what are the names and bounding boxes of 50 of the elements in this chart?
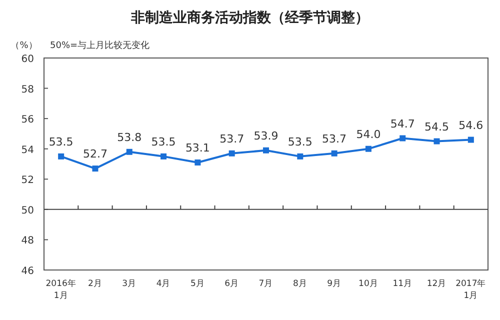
data-label: 53.7 [220, 132, 244, 146]
point [92, 166, 98, 172]
point [160, 153, 167, 160]
x-tick-label: 4月 [156, 279, 171, 289]
point [331, 150, 338, 156]
x-tick-label: 12月 [426, 279, 447, 289]
data-label: 53.7 [322, 132, 347, 146]
point [434, 138, 440, 144]
point [126, 148, 132, 155]
y-tick-label: 60 [21, 54, 34, 65]
x-tick-label: 9月 [327, 279, 342, 289]
data-label: 53.5 [48, 135, 74, 148]
point [263, 147, 269, 154]
data-label: 53.9 [254, 129, 278, 142]
data-label: 54.0 [356, 128, 381, 141]
y-tick-label: 46 [21, 266, 34, 277]
point [228, 150, 235, 156]
y-tick-label: 58 [21, 84, 34, 96]
data-label: 53.5 [151, 135, 176, 148]
x-tick-label: 7月 [258, 279, 274, 289]
x-tick-label: 2017年1月 [456, 278, 486, 301]
point [194, 159, 201, 166]
data-label: 54.7 [390, 117, 415, 130]
point [400, 135, 406, 142]
data-label: 53.5 [288, 135, 312, 148]
point [297, 153, 304, 160]
y-tick-label: 56 [21, 114, 34, 126]
y-tick-label: 48 [21, 236, 34, 247]
point [58, 153, 64, 160]
x-tick-label: 10月 [358, 279, 378, 289]
x-tick-label: 5月 [190, 279, 205, 289]
y-tick-label: 54 [21, 144, 34, 156]
x-tick-label: 8月 [292, 279, 308, 289]
point [365, 146, 372, 152]
y-axis-title: （%） [10, 41, 38, 51]
data-label: 54.6 [458, 118, 484, 132]
x-tick-label: 2月 [88, 279, 102, 289]
data-label: 52.7 [82, 148, 108, 161]
x-tick-label: 3月 [122, 279, 137, 289]
point [468, 136, 474, 143]
data-label: 53.1 [185, 141, 210, 154]
data-label: 53.8 [117, 130, 142, 144]
y-tick-label: 52 [21, 175, 34, 186]
data-label: 54.5 [424, 120, 450, 134]
x-tick-label: 11月 [392, 279, 413, 289]
chart-title: 非制造业商务活动指数（经季节调整） [130, 9, 369, 26]
x-tick-label: 2016年1月 [46, 278, 76, 301]
y-tick-label: 50 [21, 205, 34, 216]
x-tick-label: 6月 [224, 279, 240, 289]
text: 50%=与上月比较无变化 [50, 40, 150, 51]
